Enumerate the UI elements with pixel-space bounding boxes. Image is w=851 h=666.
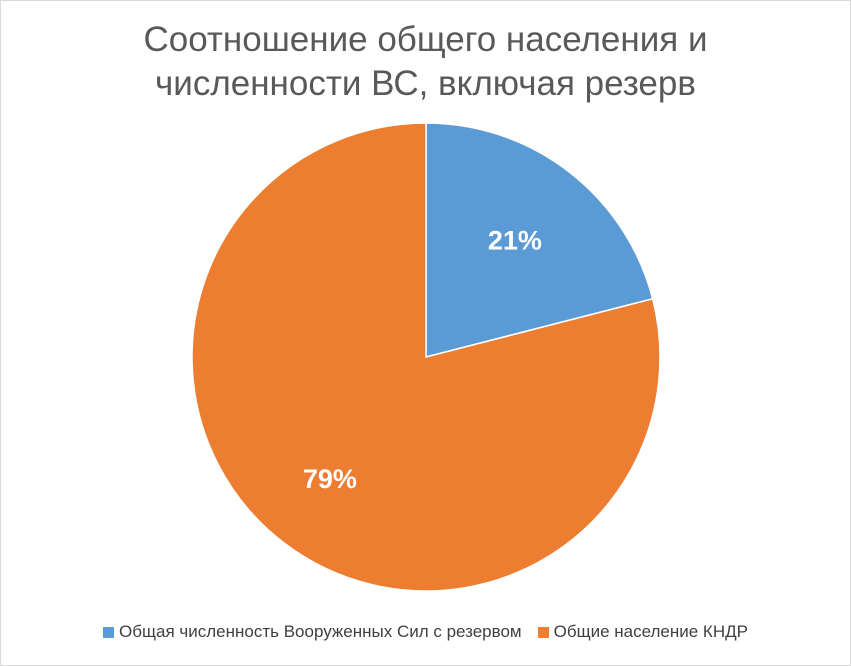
legend-swatch-armed-forces bbox=[103, 626, 115, 638]
pie-slice-armed-forces bbox=[425, 122, 654, 358]
legend-item-armed-forces: Общая численность Вооруженных Сил с резе… bbox=[103, 622, 522, 642]
chart-title: Соотношение общего населения и численнос… bbox=[143, 20, 708, 103]
legend: Общая численность Вооруженных Сил с резе… bbox=[0, 622, 851, 642]
legend-label-population: Общие население КНДР bbox=[553, 622, 748, 641]
data-label-armed-forces: 21% bbox=[488, 225, 542, 255]
legend-label-armed-forces: Общая численность Вооруженных Сил с резе… bbox=[119, 622, 522, 641]
pie-slice-population bbox=[191, 122, 661, 592]
legend-swatch-population bbox=[537, 626, 549, 638]
legend-item-population: Общие население КНДР bbox=[537, 622, 748, 642]
data-label-population: 79% bbox=[303, 464, 357, 494]
